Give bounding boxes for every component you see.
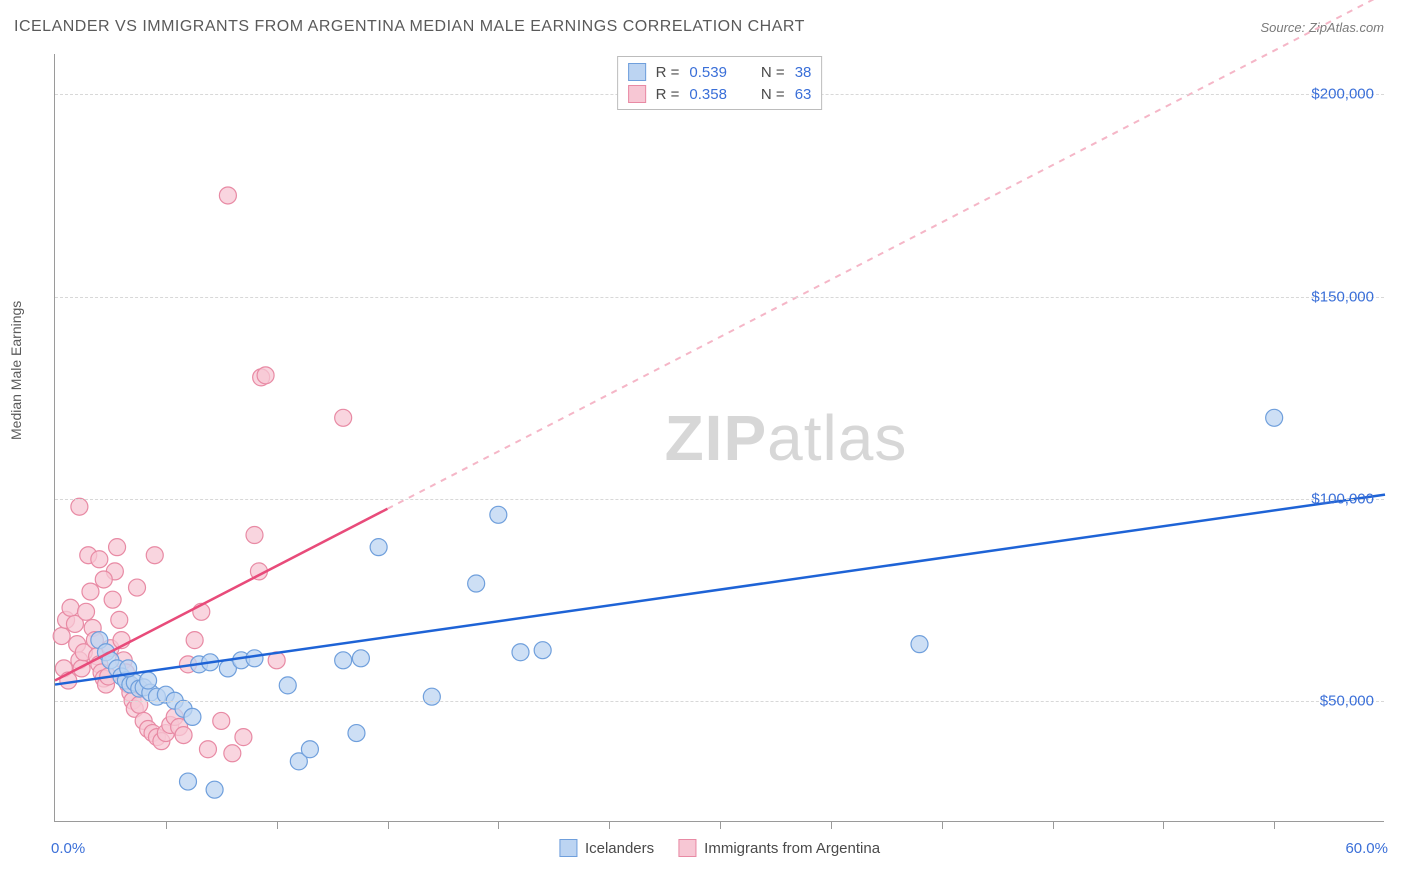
y-tick-label: $100,000 bbox=[1311, 490, 1374, 507]
data-point bbox=[423, 688, 440, 705]
data-point bbox=[512, 644, 529, 661]
x-tick bbox=[942, 821, 943, 829]
n-label: N = bbox=[761, 64, 785, 81]
x-tick bbox=[498, 821, 499, 829]
gridline bbox=[55, 499, 1384, 500]
legend-swatch bbox=[628, 63, 646, 81]
data-point bbox=[235, 729, 252, 746]
gridline bbox=[55, 701, 1384, 702]
data-point bbox=[175, 727, 192, 744]
n-label: N = bbox=[761, 86, 785, 103]
r-value: 0.358 bbox=[689, 86, 727, 103]
data-point bbox=[911, 636, 928, 653]
data-point bbox=[335, 409, 352, 426]
legend-row: R = 0.539 N = 38 bbox=[628, 61, 812, 83]
data-point bbox=[82, 583, 99, 600]
y-tick-label: $200,000 bbox=[1311, 86, 1374, 103]
data-point bbox=[301, 741, 318, 758]
r-value: 0.539 bbox=[689, 64, 727, 81]
data-point bbox=[53, 628, 70, 645]
source-label: Source: ZipAtlas.com bbox=[1260, 20, 1384, 35]
data-point bbox=[490, 506, 507, 523]
data-point bbox=[140, 672, 157, 689]
data-point bbox=[246, 650, 263, 667]
data-point bbox=[104, 591, 121, 608]
data-point bbox=[95, 571, 112, 588]
legend-swatch bbox=[678, 839, 696, 857]
y-axis-label: Median Male Earnings bbox=[8, 301, 24, 440]
data-point bbox=[468, 575, 485, 592]
data-point bbox=[534, 642, 551, 659]
chart-title: ICELANDER VS IMMIGRANTS FROM ARGENTINA M… bbox=[14, 18, 805, 36]
trend-line-extrapolated bbox=[388, 0, 1386, 509]
r-label: R = bbox=[656, 86, 680, 103]
legend-swatch bbox=[628, 85, 646, 103]
data-point bbox=[109, 539, 126, 556]
legend-item: Immigrants from Argentina bbox=[678, 839, 880, 857]
data-point bbox=[78, 603, 95, 620]
data-point bbox=[62, 599, 79, 616]
data-point bbox=[111, 611, 128, 628]
data-point bbox=[224, 745, 241, 762]
y-tick-label: $150,000 bbox=[1311, 288, 1374, 305]
x-tick bbox=[388, 821, 389, 829]
data-point bbox=[146, 547, 163, 564]
data-point bbox=[184, 708, 201, 725]
series-legend: Icelanders Immigrants from Argentina bbox=[559, 839, 880, 857]
x-tick bbox=[1163, 821, 1164, 829]
n-value: 38 bbox=[795, 64, 812, 81]
x-tick bbox=[720, 821, 721, 829]
x-tick bbox=[609, 821, 610, 829]
data-point bbox=[1266, 409, 1283, 426]
x-tick bbox=[1053, 821, 1054, 829]
legend-label: Icelanders bbox=[585, 840, 654, 857]
data-point bbox=[91, 551, 108, 568]
data-point bbox=[206, 781, 223, 798]
x-max-label: 60.0% bbox=[1345, 840, 1388, 857]
y-tick-label: $50,000 bbox=[1320, 692, 1374, 709]
legend-label: Immigrants from Argentina bbox=[704, 840, 880, 857]
n-value: 63 bbox=[795, 86, 812, 103]
data-point bbox=[129, 579, 146, 596]
data-point bbox=[279, 677, 296, 694]
r-label: R = bbox=[656, 64, 680, 81]
gridline bbox=[55, 297, 1384, 298]
x-tick bbox=[1274, 821, 1275, 829]
data-point bbox=[180, 773, 197, 790]
plot-area: ZIPatlas R = 0.539N = 38R = 0.358N = 63 … bbox=[54, 54, 1384, 822]
data-point bbox=[186, 632, 203, 649]
x-tick bbox=[831, 821, 832, 829]
data-point bbox=[213, 712, 230, 729]
x-tick bbox=[277, 821, 278, 829]
data-point bbox=[219, 187, 236, 204]
chart-svg bbox=[55, 54, 1384, 821]
trend-line bbox=[55, 495, 1385, 685]
data-point bbox=[348, 725, 365, 742]
legend-item: Icelanders bbox=[559, 839, 654, 857]
data-point bbox=[335, 652, 352, 669]
data-point bbox=[71, 498, 88, 515]
legend-row: R = 0.358 N = 63 bbox=[628, 83, 812, 105]
data-point bbox=[246, 527, 263, 544]
data-point bbox=[257, 367, 274, 384]
data-point bbox=[199, 741, 216, 758]
data-point bbox=[352, 650, 369, 667]
data-point bbox=[370, 539, 387, 556]
x-min-label: 0.0% bbox=[51, 840, 85, 857]
correlation-legend: R = 0.539 N = 38 R = 0.358 N = 63 bbox=[617, 56, 823, 110]
legend-swatch bbox=[559, 839, 577, 857]
x-tick bbox=[166, 821, 167, 829]
